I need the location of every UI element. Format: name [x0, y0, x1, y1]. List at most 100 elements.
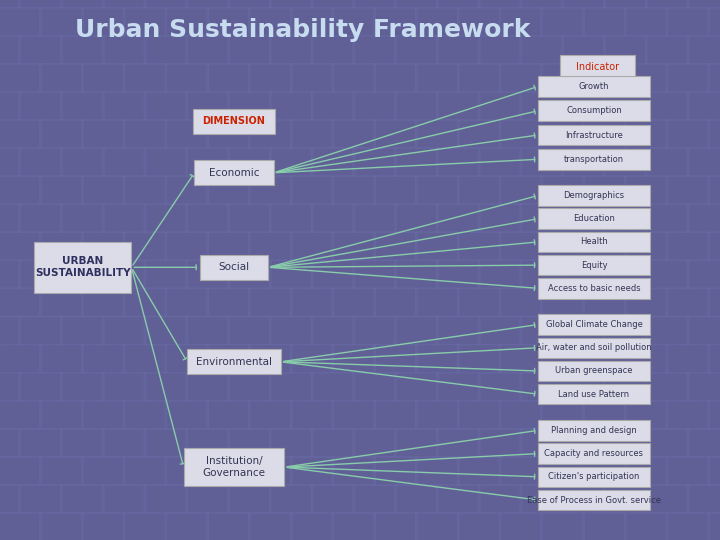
FancyBboxPatch shape [19, 372, 63, 401]
FancyBboxPatch shape [165, 512, 209, 540]
FancyBboxPatch shape [415, 176, 459, 205]
FancyBboxPatch shape [687, 204, 720, 233]
FancyBboxPatch shape [666, 512, 710, 540]
FancyBboxPatch shape [165, 456, 209, 485]
Text: Citizen's participation: Citizen's participation [549, 472, 639, 481]
FancyBboxPatch shape [436, 35, 480, 64]
FancyBboxPatch shape [520, 35, 564, 64]
FancyBboxPatch shape [538, 232, 649, 252]
Text: Global Climate Change: Global Climate Change [546, 320, 642, 329]
FancyBboxPatch shape [538, 443, 649, 464]
FancyBboxPatch shape [687, 0, 720, 8]
FancyBboxPatch shape [645, 428, 689, 457]
FancyBboxPatch shape [311, 147, 355, 177]
FancyBboxPatch shape [374, 119, 418, 148]
FancyBboxPatch shape [520, 316, 564, 345]
FancyBboxPatch shape [645, 0, 689, 8]
FancyBboxPatch shape [687, 484, 720, 514]
FancyBboxPatch shape [353, 91, 397, 120]
FancyBboxPatch shape [0, 316, 21, 345]
FancyBboxPatch shape [186, 484, 230, 514]
FancyBboxPatch shape [436, 316, 480, 345]
FancyBboxPatch shape [478, 0, 522, 8]
FancyBboxPatch shape [499, 7, 543, 36]
FancyBboxPatch shape [186, 260, 230, 289]
FancyBboxPatch shape [415, 288, 459, 317]
FancyBboxPatch shape [353, 316, 397, 345]
FancyBboxPatch shape [144, 428, 188, 457]
FancyBboxPatch shape [0, 147, 21, 177]
FancyBboxPatch shape [436, 0, 480, 8]
FancyBboxPatch shape [0, 0, 21, 8]
FancyBboxPatch shape [541, 176, 585, 205]
FancyBboxPatch shape [123, 344, 167, 373]
FancyBboxPatch shape [478, 428, 522, 457]
FancyBboxPatch shape [0, 91, 21, 120]
FancyBboxPatch shape [478, 147, 522, 177]
FancyBboxPatch shape [645, 91, 689, 120]
FancyBboxPatch shape [228, 484, 271, 514]
FancyBboxPatch shape [187, 349, 281, 374]
FancyBboxPatch shape [395, 372, 438, 401]
FancyBboxPatch shape [81, 344, 125, 373]
FancyBboxPatch shape [353, 35, 397, 64]
FancyBboxPatch shape [457, 7, 501, 36]
FancyBboxPatch shape [395, 35, 438, 64]
FancyBboxPatch shape [457, 512, 501, 540]
FancyBboxPatch shape [582, 119, 626, 148]
FancyBboxPatch shape [624, 63, 668, 92]
FancyBboxPatch shape [541, 232, 585, 261]
FancyBboxPatch shape [60, 316, 104, 345]
FancyBboxPatch shape [269, 428, 313, 457]
FancyBboxPatch shape [40, 400, 84, 429]
FancyBboxPatch shape [645, 147, 689, 177]
FancyBboxPatch shape [81, 288, 125, 317]
Text: Urban Sustainability Framework: Urban Sustainability Framework [75, 18, 530, 42]
FancyBboxPatch shape [541, 344, 585, 373]
FancyBboxPatch shape [228, 428, 271, 457]
FancyBboxPatch shape [60, 260, 104, 289]
FancyBboxPatch shape [562, 372, 606, 401]
FancyBboxPatch shape [269, 372, 313, 401]
FancyBboxPatch shape [603, 91, 647, 120]
FancyBboxPatch shape [499, 456, 543, 485]
FancyBboxPatch shape [395, 91, 438, 120]
FancyBboxPatch shape [541, 456, 585, 485]
Text: Indicator: Indicator [576, 63, 619, 72]
FancyBboxPatch shape [228, 147, 271, 177]
FancyBboxPatch shape [499, 512, 543, 540]
FancyBboxPatch shape [538, 384, 649, 404]
FancyBboxPatch shape [666, 344, 710, 373]
FancyBboxPatch shape [374, 400, 418, 429]
FancyBboxPatch shape [332, 232, 376, 261]
Text: Health: Health [580, 238, 608, 246]
FancyBboxPatch shape [687, 35, 720, 64]
FancyBboxPatch shape [374, 176, 418, 205]
FancyBboxPatch shape [290, 176, 334, 205]
FancyBboxPatch shape [290, 512, 334, 540]
FancyBboxPatch shape [603, 316, 647, 345]
FancyBboxPatch shape [603, 204, 647, 233]
FancyBboxPatch shape [374, 63, 418, 92]
FancyBboxPatch shape [60, 35, 104, 64]
FancyBboxPatch shape [123, 232, 167, 261]
FancyBboxPatch shape [374, 7, 418, 36]
FancyBboxPatch shape [538, 100, 649, 121]
FancyBboxPatch shape [248, 400, 292, 429]
FancyBboxPatch shape [538, 149, 649, 170]
FancyBboxPatch shape [102, 428, 146, 457]
FancyBboxPatch shape [81, 119, 125, 148]
FancyBboxPatch shape [645, 484, 689, 514]
FancyBboxPatch shape [194, 160, 274, 185]
FancyBboxPatch shape [708, 288, 720, 317]
FancyBboxPatch shape [582, 176, 626, 205]
FancyBboxPatch shape [562, 204, 606, 233]
FancyBboxPatch shape [541, 7, 585, 36]
FancyBboxPatch shape [332, 7, 376, 36]
FancyBboxPatch shape [520, 91, 564, 120]
FancyBboxPatch shape [165, 63, 209, 92]
FancyBboxPatch shape [332, 400, 376, 429]
FancyBboxPatch shape [624, 288, 668, 317]
FancyBboxPatch shape [436, 204, 480, 233]
FancyBboxPatch shape [353, 0, 397, 8]
